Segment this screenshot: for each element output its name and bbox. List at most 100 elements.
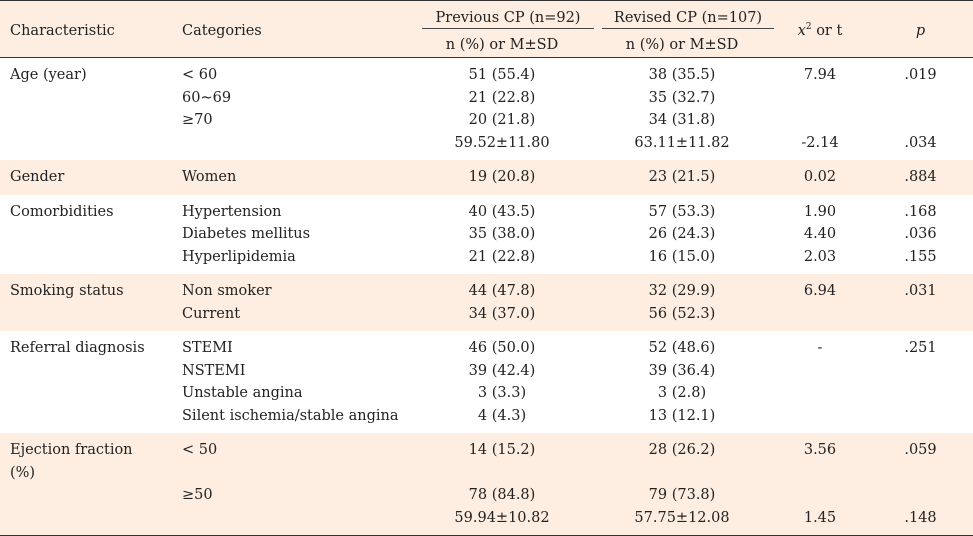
previous-cell: 3 (3.3) bbox=[477, 385, 527, 401]
characteristic-cell bbox=[0, 360, 172, 383]
category-cell: Current bbox=[182, 305, 241, 322]
p-value-cell bbox=[868, 382, 973, 405]
characteristic-cell: Gender bbox=[10, 169, 65, 185]
table-row: Current 34 (37.0) 56 (52.3) bbox=[0, 303, 973, 332]
p-value-cell bbox=[868, 109, 973, 132]
p-value-cell bbox=[868, 405, 973, 434]
p-value-cell: .059 bbox=[904, 442, 937, 458]
statistic-cell: 2.03 bbox=[803, 248, 837, 265]
p-value-cell: .031 bbox=[904, 283, 937, 299]
subheader-revised: n (%) or M±SD bbox=[625, 37, 739, 53]
header-characteristic: Characteristic bbox=[10, 23, 115, 39]
p-value-cell bbox=[868, 360, 973, 383]
category-cell: STEMI bbox=[182, 340, 233, 356]
group-1: Gender Women 19 (20.8) 23 (21.5) 0.02 .884 bbox=[0, 160, 973, 195]
header-categories: Categories bbox=[182, 23, 262, 39]
statistic-cell: 1.45 bbox=[803, 509, 837, 526]
statistic-cell: 0.02 bbox=[803, 169, 837, 185]
header-p: p bbox=[915, 23, 926, 39]
table-row: Silent ischemia/stable angina 4 (4.3) 13 (… bbox=[0, 405, 973, 434]
statistic-cell: 7.94 bbox=[803, 67, 837, 83]
table-row: Comorbidities Hypertension 40 (43.5) 57 (53… bbox=[0, 195, 973, 224]
table-row: Hyperlipidemia 21 (22.8) 16 (15.0) 2.03 .155 bbox=[0, 246, 973, 275]
table-row: Unstable angina 3 (3.3) 3 (2.8) bbox=[0, 382, 973, 405]
characteristic-cell bbox=[0, 132, 172, 161]
characteristic-cell: Smoking status bbox=[10, 283, 124, 299]
previous-cell: 78 (84.8) bbox=[468, 487, 536, 503]
category-cell: Hyperlipidemia bbox=[182, 248, 296, 265]
revised-cell: 56 (52.3) bbox=[648, 305, 716, 322]
characteristic-cell bbox=[0, 507, 172, 536]
revised-cell: 26 (24.3) bbox=[648, 226, 716, 242]
previous-cell: 34 (37.0) bbox=[468, 305, 536, 322]
group-5: Ejection fraction (%) < 50 14 (15.2) 28 (26… bbox=[0, 433, 973, 536]
characteristic-cell bbox=[0, 109, 172, 132]
table-row: Diabetes mellitus 35 (38.0) 26 (24.3) 4.40.… bbox=[0, 223, 973, 246]
statistic-cell: - bbox=[817, 340, 823, 356]
characteristic-cell: Ejection fraction (%) bbox=[10, 442, 133, 481]
p-value-cell: .168 bbox=[904, 203, 937, 220]
previous-cell: 44 (47.8) bbox=[468, 283, 536, 299]
group-4: Referral diagnosis STEMI 46 (50.0) 52 (48.6… bbox=[0, 331, 973, 433]
category-cell: Women bbox=[182, 169, 237, 185]
characteristic-cell bbox=[0, 382, 172, 405]
previous-cell: 39 (42.4) bbox=[468, 362, 536, 379]
revised-cell: 3 (2.8) bbox=[657, 385, 707, 401]
table-row: ≥70 20 (21.8) 34 (31.8) bbox=[0, 109, 973, 132]
previous-cell: 46 (50.0) bbox=[468, 340, 536, 356]
category-cell bbox=[172, 507, 412, 536]
category-cell: NSTEMI bbox=[182, 362, 246, 379]
p-value-cell: .884 bbox=[904, 169, 937, 185]
subheader-previous: n (%) or M±SD bbox=[445, 37, 559, 53]
characteristic-cell bbox=[0, 87, 172, 110]
revised-cell: 28 (26.2) bbox=[648, 442, 716, 458]
statistic-cell bbox=[772, 303, 868, 332]
revised-cell: 38 (35.5) bbox=[648, 67, 716, 83]
characteristic-cell: Referral diagnosis bbox=[10, 340, 145, 356]
revised-cell: 32 (29.9) bbox=[648, 283, 716, 299]
revised-cell: 57 (53.3) bbox=[648, 203, 716, 220]
revised-cell: 16 (15.0) bbox=[648, 248, 716, 265]
table-row: ≥50 78 (84.8) 79 (73.8) bbox=[0, 484, 973, 507]
table-row: Referral diagnosis STEMI 46 (50.0) 52 (48.6… bbox=[0, 331, 973, 360]
table-row: Gender Women 19 (20.8) 23 (21.5) 0.02 .884 bbox=[0, 160, 973, 195]
revised-cell: 23 (21.5) bbox=[648, 169, 716, 185]
previous-cell: 14 (15.2) bbox=[468, 442, 536, 458]
p-value-cell bbox=[868, 303, 973, 332]
previous-cell: 35 (38.0) bbox=[468, 226, 536, 242]
category-cell bbox=[172, 132, 412, 161]
p-value-cell: .148 bbox=[904, 509, 937, 526]
p-value-cell bbox=[868, 484, 973, 507]
table-row: 59.52±11.80 63.11±11.82 -2.14 .034 bbox=[0, 132, 973, 161]
p-value-cell: .036 bbox=[904, 226, 937, 242]
previous-cell: 21 (22.8) bbox=[468, 248, 536, 265]
characteristic-cell bbox=[0, 484, 172, 507]
header-statistic: x2 or t bbox=[797, 22, 843, 39]
statistic-cell: -2.14 bbox=[801, 134, 839, 151]
revised-cell: 35 (32.7) bbox=[648, 89, 716, 106]
revised-cell: 79 (73.8) bbox=[648, 487, 716, 503]
group-3: Smoking status Non smoker 44 (47.8) 32 (29.… bbox=[0, 274, 973, 331]
previous-cell: 51 (55.4) bbox=[468, 67, 536, 83]
previous-cell: 20 (21.8) bbox=[468, 112, 536, 128]
group-0: Age (year) < 60 51 (55.4) 38 (35.5) 7.94 .019… bbox=[0, 58, 973, 161]
revised-cell: 34 (31.8) bbox=[648, 112, 716, 128]
p-value-cell: .019 bbox=[904, 67, 937, 83]
category-cell: Unstable angina bbox=[182, 385, 303, 401]
statistic-cell bbox=[772, 382, 868, 405]
previous-cell: 59.94±10.82 bbox=[454, 509, 550, 526]
header-previous: Previous CP (n=92) bbox=[412, 1, 594, 34]
statistic-cell: 1.90 bbox=[803, 203, 837, 220]
statistic-cell: 3.56 bbox=[803, 442, 837, 458]
table-row: Smoking status Non smoker 44 (47.8) 32 (29.… bbox=[0, 274, 973, 303]
revised-cell: 39 (36.4) bbox=[648, 362, 716, 379]
category-cell: < 60 bbox=[182, 67, 218, 83]
previous-cell: 19 (20.8) bbox=[468, 169, 536, 185]
statistic-cell bbox=[772, 87, 868, 110]
group-2: Comorbidities Hypertension 40 (43.5) 57 (53… bbox=[0, 195, 973, 275]
characteristic-cell bbox=[0, 405, 172, 434]
statistic-cell: 6.94 bbox=[803, 283, 837, 299]
previous-cell: 59.52±11.80 bbox=[454, 134, 550, 151]
category-cell: Diabetes mellitus bbox=[182, 226, 311, 242]
table-header: Characteristic Categories Previous CP (n… bbox=[0, 0, 973, 58]
